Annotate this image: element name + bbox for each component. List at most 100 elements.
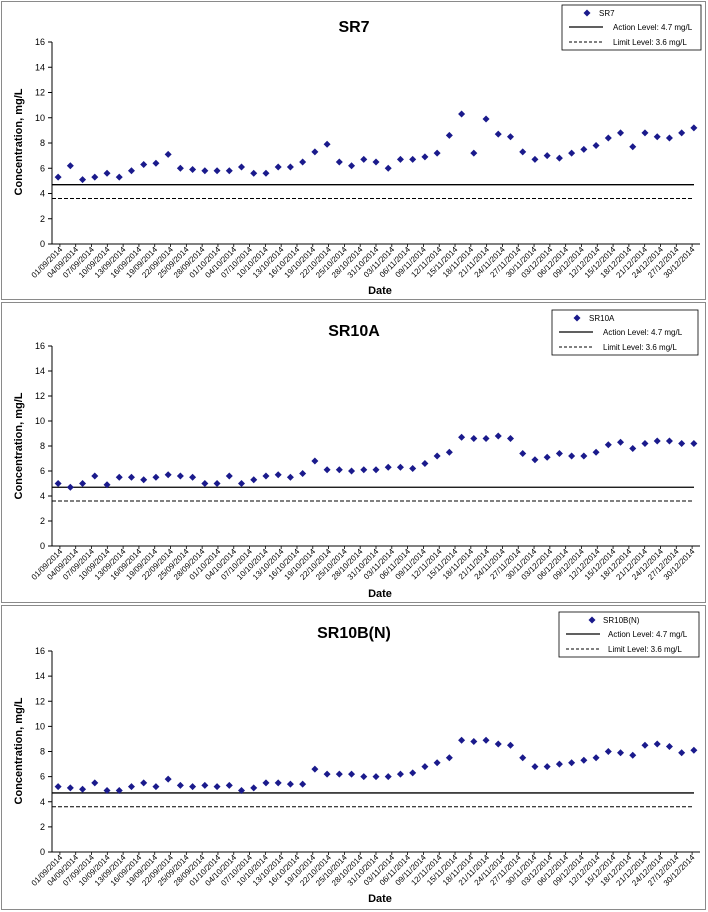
data-point: [421, 460, 429, 467]
data-point: [653, 133, 661, 141]
y-tick-label: 16: [35, 646, 45, 656]
data-point: [213, 783, 221, 791]
data-point: [79, 176, 87, 184]
y-tick-label: 16: [35, 341, 45, 351]
data-point: [103, 481, 111, 489]
data-point: [238, 163, 246, 171]
legend-series-label: SR10B(N): [603, 616, 640, 625]
plot-area: 024681012141601/09/201404/09/201407/09/2…: [30, 341, 700, 582]
y-tick-label: 4: [40, 189, 45, 199]
data-point: [568, 452, 576, 460]
y-tick-label: 10: [35, 721, 45, 731]
y-tick-label: 16: [35, 37, 45, 47]
data-point: [189, 166, 197, 174]
data-point: [152, 783, 160, 791]
data-point: [678, 749, 686, 757]
data-point: [384, 164, 392, 172]
y-tick-label: 0: [40, 239, 45, 249]
data-point: [678, 129, 686, 137]
legend: SR10B(N) Action Level: 4.7 mg/L Limit Le…: [558, 611, 700, 658]
data-point: [506, 133, 514, 141]
data-point: [189, 473, 197, 481]
data-point: [360, 155, 368, 163]
data-point: [409, 155, 417, 163]
y-tick-label: 12: [35, 391, 45, 401]
data-point: [213, 480, 221, 487]
data-point: [103, 786, 111, 794]
data-point: [335, 770, 343, 778]
data-point: [531, 763, 539, 771]
data-point: [678, 440, 686, 447]
chart-sr10bn: SR10B(N) Concentration, mg/L Date SR10B(…: [13, 611, 700, 905]
data-point: [543, 453, 551, 461]
legend-limit-label: Limit Level: 3.6 mg/L: [608, 645, 682, 654]
legend: SR10A Action Level: 4.7 mg/L Limit Level…: [551, 309, 699, 356]
legend-series-label: SR7: [599, 9, 615, 18]
data-point: [482, 115, 490, 123]
data-point: [176, 781, 184, 789]
data-point: [433, 452, 441, 460]
data-point: [543, 763, 551, 771]
y-tick-label: 6: [40, 466, 45, 476]
y-tick-label: 8: [40, 138, 45, 148]
data-point: [54, 480, 62, 487]
data-point: [140, 779, 148, 787]
x-axis-label: Date: [368, 893, 392, 905]
data-point: [79, 785, 87, 793]
data-point: [66, 784, 74, 792]
data-point: [396, 463, 404, 471]
y-tick-label: 4: [40, 491, 45, 501]
data-point: [629, 445, 637, 452]
data-point: [274, 163, 282, 171]
data-point: [311, 457, 319, 465]
plot-area: 024681012141601/09/201404/09/201407/09/2…: [30, 37, 700, 280]
data-point: [445, 448, 453, 456]
y-tick-label: 8: [40, 747, 45, 757]
chart-panel-sr7: SR7 Concentration, mg/L Date SR7 Action …: [1, 1, 706, 300]
data-point: [665, 437, 673, 445]
data-point: [665, 742, 673, 750]
chart-panel-sr10bn: SR10B(N) Concentration, mg/L Date SR10B(…: [1, 605, 706, 910]
data-point: [348, 467, 356, 475]
data-point: [127, 167, 135, 175]
chart-title: SR7: [338, 19, 369, 36]
legend-marker-icon: [573, 314, 581, 322]
data-point: [115, 786, 123, 794]
data-point: [506, 741, 514, 749]
legend-limit-label: Limit Level: 3.6 mg/L: [613, 38, 687, 47]
data-point: [201, 781, 209, 789]
data-point: [494, 432, 502, 440]
data-point: [152, 473, 160, 481]
data-point: [164, 775, 172, 783]
y-tick-label: 14: [35, 62, 45, 72]
data-point: [360, 773, 368, 781]
data-point: [176, 472, 184, 480]
data-point: [348, 162, 356, 170]
chart-title: SR10A: [328, 323, 380, 340]
data-point: [140, 160, 148, 168]
data-point: [433, 149, 441, 157]
data-point: [604, 134, 612, 142]
plot-area: 024681012141601/09/201404/09/201407/09/2…: [30, 646, 700, 888]
data-point: [372, 466, 380, 474]
data-point: [225, 472, 233, 480]
data-point: [568, 759, 576, 767]
y-tick-label: 6: [40, 163, 45, 173]
data-point: [433, 759, 441, 767]
data-point: [103, 169, 111, 177]
data-point: [458, 433, 466, 441]
data-point: [372, 773, 380, 781]
data-point: [555, 450, 563, 457]
data-point: [299, 158, 307, 166]
y-tick-label: 14: [35, 671, 45, 681]
y-tick-label: 2: [40, 516, 45, 526]
data-point: [323, 466, 331, 474]
data-point: [250, 169, 258, 177]
data-point: [629, 143, 637, 151]
y-axis-label: Concentration, mg/L: [13, 392, 25, 499]
data-point: [396, 770, 404, 778]
data-point: [555, 760, 563, 768]
legend-limit-label: Limit Level: 3.6 mg/L: [603, 343, 677, 352]
data-point: [617, 438, 625, 446]
data-point: [482, 435, 490, 442]
